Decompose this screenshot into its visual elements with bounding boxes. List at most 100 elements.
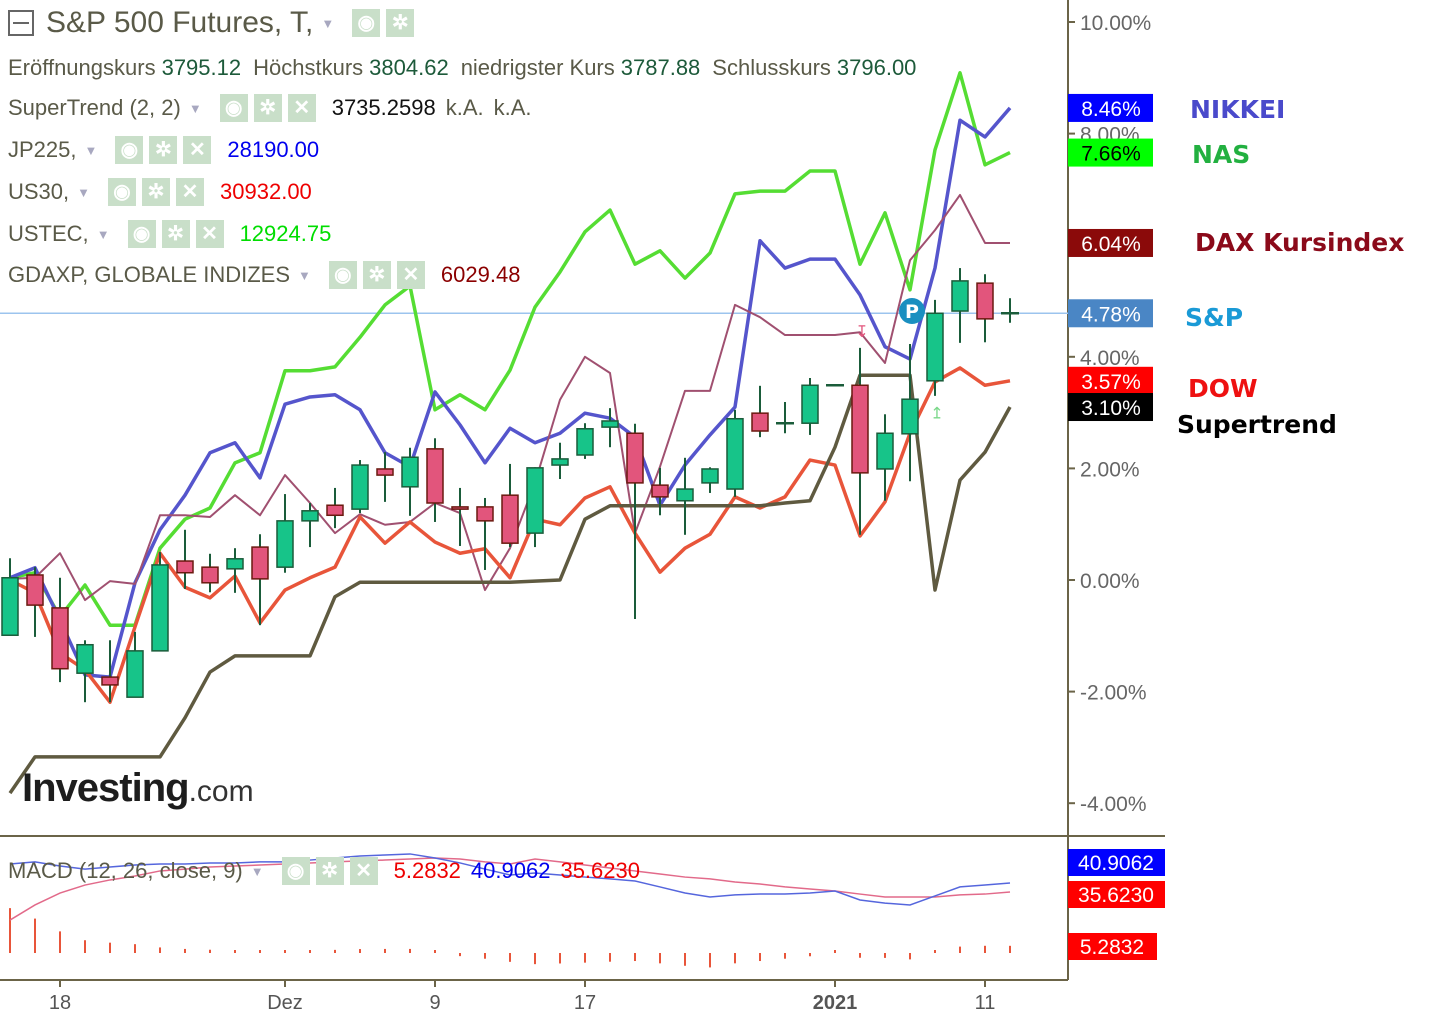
chevron-down-icon[interactable]: ▼ (321, 15, 335, 31)
series-line-supertrend (8, 373, 1012, 795)
candle-body-down (376, 468, 394, 476)
chevron-down-icon[interactable]: ▼ (298, 267, 311, 283)
eye-icon[interactable]: ◉ (328, 261, 357, 289)
close-icon[interactable]: ✕ (176, 178, 205, 206)
candle (676, 457, 694, 535)
indicator-label: USTEC, (8, 221, 89, 246)
candle (251, 534, 269, 626)
eye-icon[interactable]: ◉ (115, 136, 144, 164)
indicator-row-us30[interactable]: US30, ▼ ◉ ✲ ✕ 30932.00 (8, 178, 312, 206)
indicator-value: 3735.2598 (331, 95, 436, 120)
y-tick-label: 4.00% (1080, 347, 1140, 370)
close-icon[interactable]: ✕ (195, 220, 224, 248)
close-icon[interactable]: ✕ (287, 94, 316, 122)
x-tick-label: 11 (975, 992, 996, 1014)
indicator-label: GDAXP, GLOBALE INDIZES (8, 262, 291, 287)
candle (151, 552, 169, 652)
investing-logo: Investing.com (22, 766, 254, 810)
gear-icon[interactable]: ✲ (161, 220, 190, 248)
candle (801, 378, 819, 435)
close-icon[interactable]: ✕ (349, 857, 378, 885)
indicator-row-jp225[interactable]: JP225, ▼ ◉ ✲ ✕ 28190.00 (8, 136, 319, 164)
gear-icon[interactable]: ✲ (362, 261, 391, 289)
candle-body-up (701, 468, 719, 484)
macd-signal-line (9, 857, 1011, 921)
candle-body-down (751, 412, 769, 432)
chevron-down-icon[interactable]: ▼ (96, 226, 110, 242)
eye-icon[interactable]: ◉ (108, 178, 137, 206)
candle-body-down (201, 566, 219, 584)
candle-body-up (401, 456, 419, 488)
x-tick-label: 2021 (813, 992, 858, 1014)
candle-body-down (651, 484, 669, 498)
candle (301, 502, 319, 548)
last-value-box (1068, 366, 1153, 395)
indicator-row-gdaxp[interactable]: GDAXP, GLOBALE INDIZES ▼ ◉ ✲ ✕ 6029.48 (8, 261, 520, 289)
candle (701, 467, 719, 493)
close-icon[interactable]: ✕ (183, 136, 212, 164)
candle (376, 452, 394, 502)
y-tick-label: 10.00% (1080, 12, 1151, 35)
gear-icon[interactable]: ✲ (142, 178, 171, 206)
indicator-value-extra: k.A. (493, 95, 532, 120)
candle (776, 401, 794, 434)
last-value-box (1068, 393, 1153, 422)
candle (976, 274, 994, 343)
candle (51, 577, 69, 683)
macd-legend-row[interactable]: MACD (12, 26, close, 9) ▼ ◉ ✲ ✕ 5.2832 40.… (8, 857, 640, 885)
collapse-icon[interactable] (8, 10, 34, 36)
candle-body-down (501, 494, 519, 544)
candle-body-up (801, 384, 819, 424)
close-icon[interactable]: ✕ (396, 261, 425, 289)
series-line-nikkei (9, 106, 1012, 679)
gear-icon[interactable]: ✲ (253, 94, 282, 122)
candle-body-down (326, 504, 344, 517)
candle (326, 487, 344, 529)
ohlc-row: Eröffnungskurs 3795.12 Höchstkurs 3804.62 … (8, 55, 928, 81)
gear-icon[interactable]: ✲ (315, 857, 344, 885)
last-value-label: 3.57% (1081, 371, 1141, 394)
macd-value-box (1068, 849, 1165, 876)
indicator-value: 28190.00 (227, 137, 320, 162)
low-value: 3787.88 (620, 55, 701, 80)
candle-body-down (251, 546, 269, 580)
eye-icon[interactable]: ◉ (219, 94, 248, 122)
p-marker-label: P (905, 301, 919, 323)
gear-icon[interactable]: ✲ (149, 136, 178, 164)
eye-icon[interactable]: ◉ (127, 220, 156, 248)
macd-value-box (1068, 933, 1157, 960)
tag-nas: NAS (1192, 140, 1251, 169)
candle-body-up (151, 564, 169, 652)
chevron-down-icon[interactable]: ▼ (250, 863, 264, 879)
macd-value-label: 5.2832 (1080, 936, 1144, 959)
indicator-value: 30932.00 (220, 179, 312, 204)
eye-icon[interactable]: ◉ (352, 9, 381, 37)
candle-body-down (176, 560, 194, 574)
last-value-label: 6.04% (1081, 233, 1141, 256)
indicator-row-ustec[interactable]: USTEC, ▼ ◉ ✲ ✕ 12924.75 (8, 220, 331, 248)
chevron-down-icon[interactable]: ▼ (188, 100, 202, 116)
chevron-down-icon[interactable]: ▼ (77, 184, 91, 200)
candle (926, 299, 944, 396)
candle-body-up (901, 398, 919, 435)
series-line-nas (9, 71, 1011, 627)
eye-icon[interactable]: ◉ (281, 857, 310, 885)
high-value: 3804.62 (369, 55, 449, 80)
chevron-down-icon[interactable]: ▼ (84, 142, 98, 158)
candle-body-up (726, 417, 744, 490)
series-line-dow (9, 366, 1011, 704)
candle-body-down (626, 432, 644, 484)
gear-icon[interactable]: ✲ (386, 9, 415, 37)
candle (601, 408, 619, 448)
indicator-row-supertrend[interactable]: SuperTrend (2, 2) ▼ ◉ ✲ ✕ 3735.2598 k.A. k… (8, 94, 532, 122)
x-tick-label: Dez (267, 992, 303, 1014)
last-value-box (1068, 228, 1153, 257)
candle-body-up (1, 577, 19, 636)
candle (951, 268, 969, 343)
candle-body-up (76, 643, 94, 674)
indicator-value: 12924.75 (239, 221, 332, 246)
last-value-label: 8.46% (1081, 98, 1141, 121)
candle (901, 343, 919, 482)
candle (751, 385, 769, 438)
